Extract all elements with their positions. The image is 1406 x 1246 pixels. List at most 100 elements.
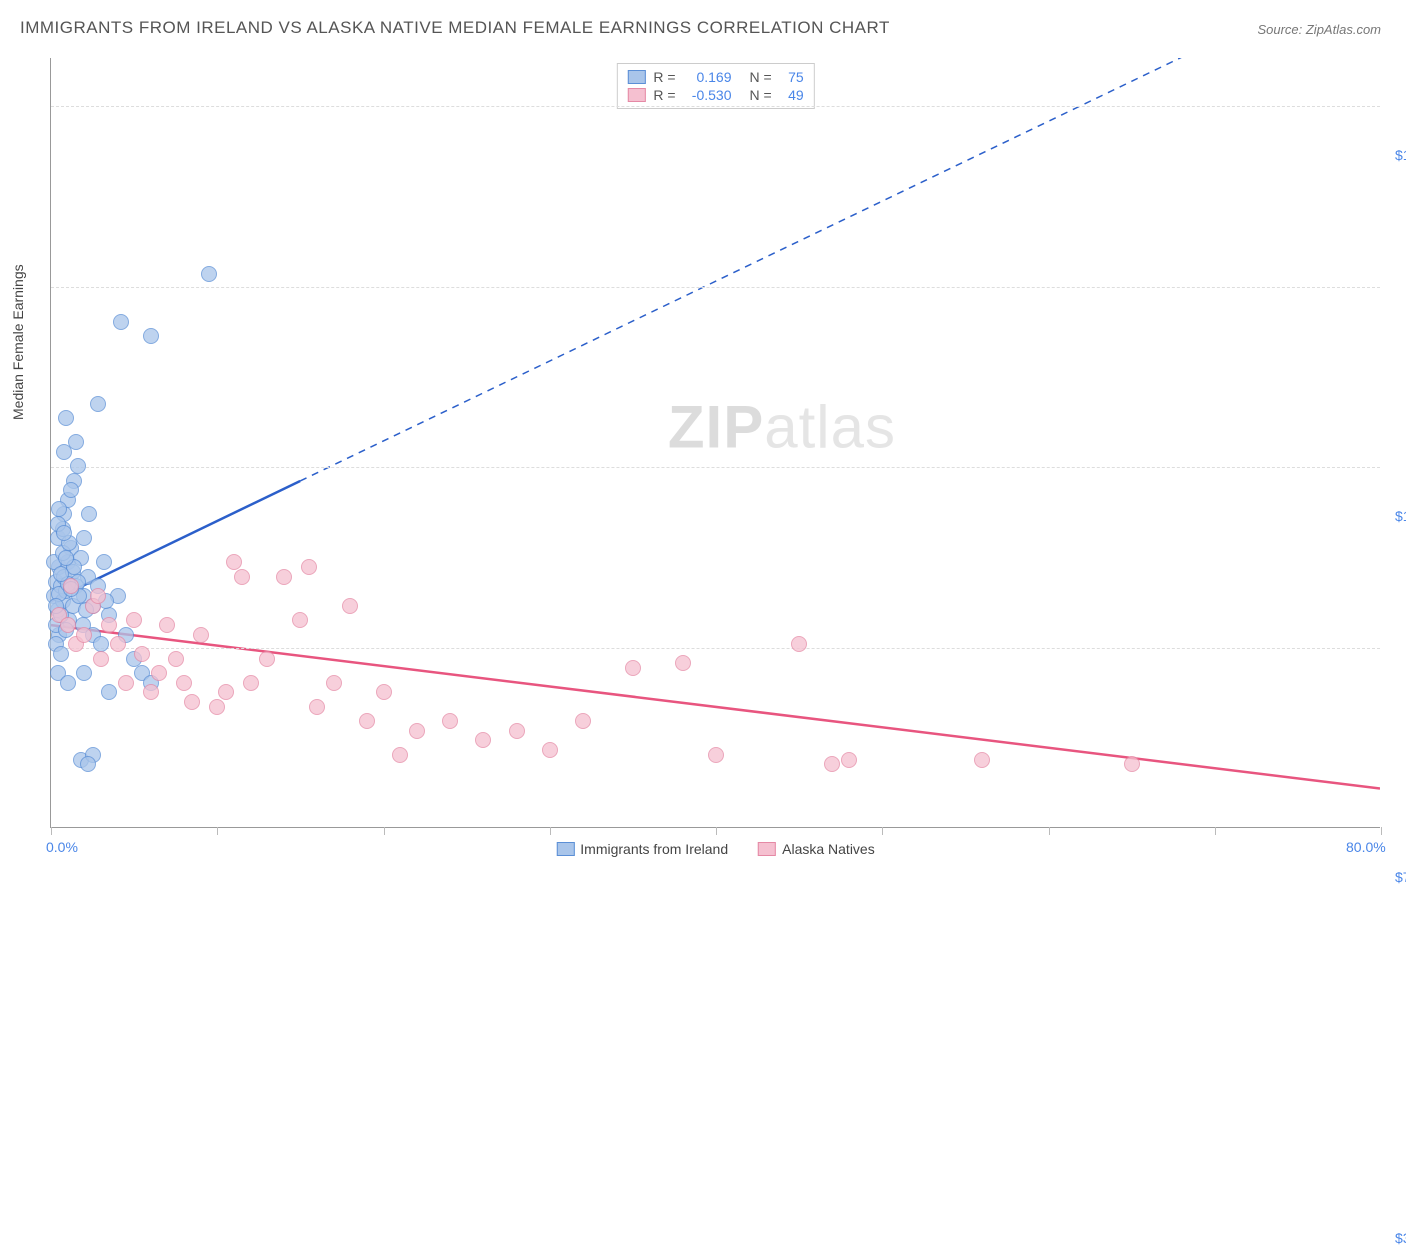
gridline: $150,000 [51, 106, 1380, 107]
x-tick [384, 827, 385, 835]
y-tick-label: $112,500 [1385, 508, 1406, 524]
legend-row: R =-0.530N =49 [627, 86, 803, 104]
data-point [475, 732, 491, 748]
data-point [63, 482, 79, 498]
chart-area: ZIPatlas R =0.169N =75R =-0.530N =49 Imm… [50, 58, 1380, 828]
trend-lines-svg [51, 58, 1380, 827]
legend-r-value: -0.530 [684, 87, 732, 103]
data-point [93, 651, 109, 667]
data-point [392, 747, 408, 763]
watermark-light: atlas [764, 394, 896, 461]
legend-row: R = 0.169 N = 75 [627, 68, 803, 86]
data-point [60, 675, 76, 691]
data-point [675, 655, 691, 671]
source-label: Source: ZipAtlas.com [1257, 22, 1381, 37]
data-point [326, 675, 342, 691]
data-point [625, 660, 641, 676]
legend-label: Alaska Natives [782, 841, 875, 857]
data-point [113, 314, 129, 330]
data-point [276, 569, 292, 585]
data-point [56, 525, 72, 541]
x-tick [51, 827, 52, 835]
data-point [58, 550, 74, 566]
legend-n-value: 75 [780, 69, 804, 85]
chart-title: IMMIGRANTS FROM IRELAND VS ALASKA NATIVE… [20, 18, 890, 38]
data-point [974, 752, 990, 768]
data-point [542, 742, 558, 758]
data-point [151, 665, 167, 681]
data-point [201, 266, 217, 282]
data-point [53, 646, 69, 662]
data-point [218, 684, 234, 700]
data-point [193, 627, 209, 643]
data-point [118, 675, 134, 691]
data-point [96, 554, 112, 570]
data-point [110, 636, 126, 652]
legend-swatch [556, 842, 574, 856]
x-tick [217, 827, 218, 835]
data-point [143, 684, 159, 700]
data-point [90, 588, 106, 604]
data-point [90, 396, 106, 412]
y-tick-label: $150,000 [1385, 147, 1406, 163]
data-point [841, 752, 857, 768]
legend-item: Immigrants from Ireland [556, 841, 728, 857]
x-tick-label: 80.0% [1346, 839, 1386, 855]
watermark: ZIPatlas [668, 393, 896, 462]
legend-item: Alaska Natives [758, 841, 875, 857]
legend-swatch [627, 88, 645, 102]
x-tick-label: 0.0% [46, 839, 78, 855]
data-point [176, 675, 192, 691]
y-axis-label: Median Female Earnings [10, 264, 26, 420]
data-point [509, 723, 525, 739]
data-point [376, 684, 392, 700]
data-point [143, 328, 159, 344]
correlation-legend: R = 0.169 N = 75R = -0.530 N = 49 [616, 63, 814, 109]
legend-r-label: R = [653, 69, 675, 85]
data-point [76, 530, 92, 546]
data-point [126, 612, 142, 628]
data-point [259, 651, 275, 667]
gridline: $112,500 [51, 287, 1380, 288]
data-point [101, 684, 117, 700]
data-point [60, 617, 76, 633]
data-point [292, 612, 308, 628]
data-point [442, 713, 458, 729]
x-tick [1049, 827, 1050, 835]
data-point [51, 501, 67, 517]
data-point [76, 627, 92, 643]
x-tick [882, 827, 883, 835]
data-point [76, 665, 92, 681]
watermark-bold: ZIP [668, 394, 764, 461]
data-point [134, 646, 150, 662]
data-point [209, 699, 225, 715]
x-tick [550, 827, 551, 835]
legend-r-value: 0.169 [684, 69, 732, 85]
data-point [708, 747, 724, 763]
series-legend: Immigrants from Ireland Alaska Natives [556, 841, 874, 857]
data-point [342, 598, 358, 614]
data-point [824, 756, 840, 772]
x-tick [1215, 827, 1216, 835]
gridline: $37,500 [51, 648, 1380, 649]
legend-n-label: N = [750, 87, 772, 103]
data-point [80, 756, 96, 772]
data-point [226, 554, 242, 570]
data-point [409, 723, 425, 739]
legend-swatch [627, 70, 645, 84]
legend-n-value: 49 [780, 87, 804, 103]
data-point [168, 651, 184, 667]
data-point [184, 694, 200, 710]
data-point [309, 699, 325, 715]
y-tick-label: $37,500 [1385, 1230, 1406, 1246]
data-point [58, 410, 74, 426]
x-tick [716, 827, 717, 835]
y-tick-label: $75,000 [1385, 869, 1406, 885]
legend-swatch [758, 842, 776, 856]
gridline: $75,000 [51, 467, 1380, 468]
legend-label: Immigrants from Ireland [580, 841, 728, 857]
x-tick [1381, 827, 1382, 835]
data-point [101, 617, 117, 633]
legend-n-label: N = [750, 69, 772, 85]
data-point [70, 458, 86, 474]
